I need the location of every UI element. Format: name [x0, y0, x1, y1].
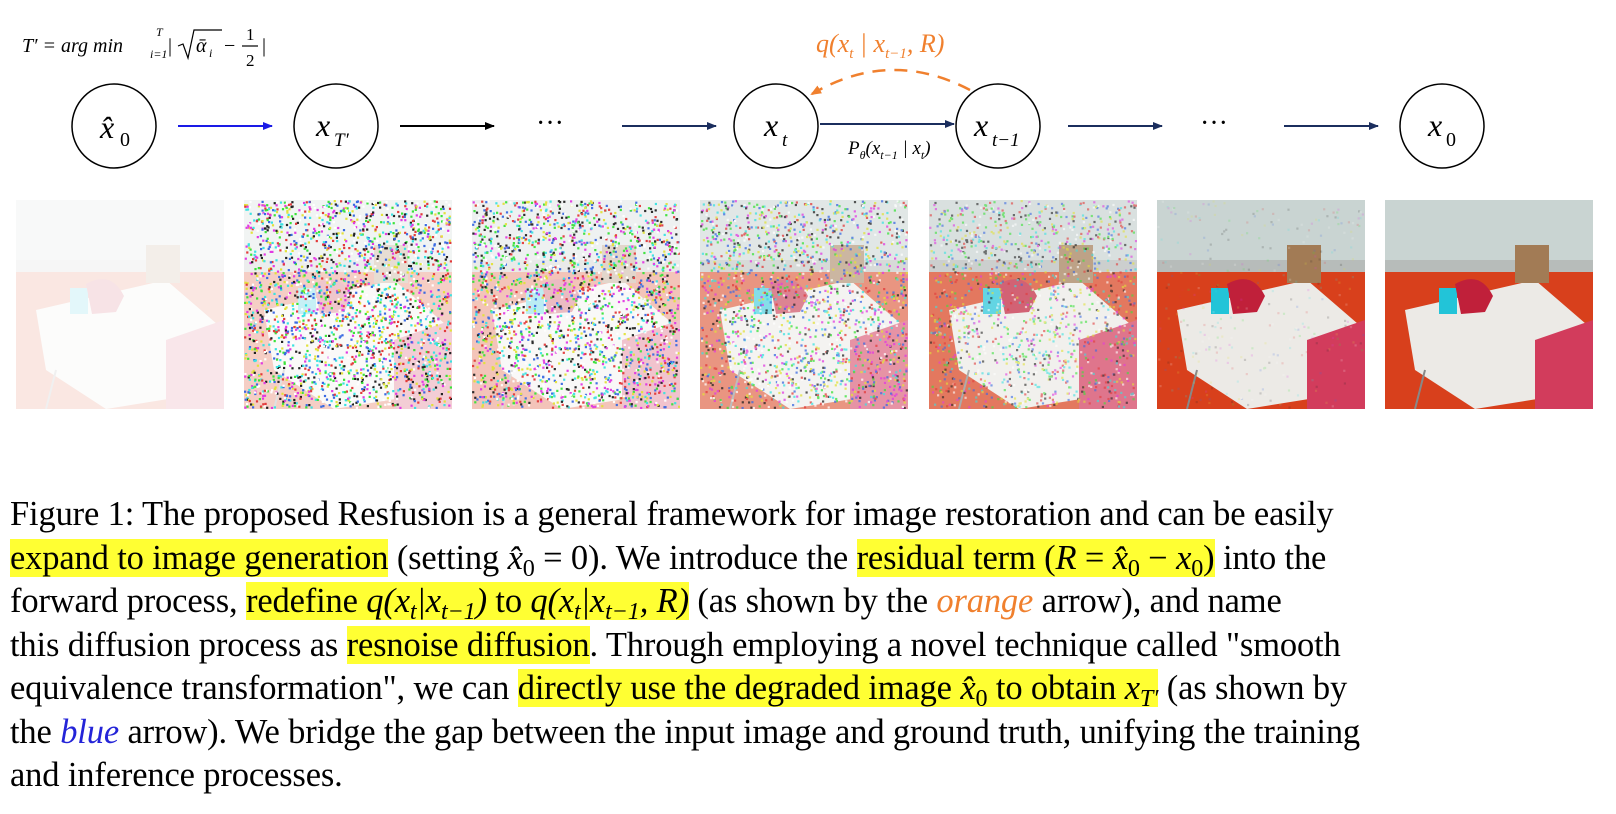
orange-forward-arrow [810, 68, 971, 96]
node-x-t-minus-1: x t−1 [955, 83, 1041, 169]
ellipsis-2: ··· [1200, 108, 1228, 139]
svg-text:t−1: t−1 [992, 130, 1020, 151]
node-x-t: x t [733, 83, 819, 169]
svg-text:0: 0 [120, 129, 130, 151]
caption-line-1: Figure 1: The proposed Resfusion is a ge… [10, 495, 1334, 533]
formula-minus: − [224, 35, 235, 57]
scene [1385, 200, 1593, 409]
scene [1157, 200, 1365, 409]
formula-sub: i=1 [150, 47, 167, 61]
svg-text:x: x [1427, 107, 1442, 143]
formula-sup: T [156, 25, 164, 39]
formula-sqrt-body: ᾱ [196, 35, 207, 57]
figure-diagram: T′ = arg min T i=1 | ᾱ i − 1 2 | q(xt | … [16, 25, 1593, 409]
image-panel-noise-3 [700, 200, 908, 409]
formula-bar-close: | [262, 35, 266, 57]
svg-text:T′: T′ [334, 130, 350, 151]
node-x-hat-0: x̂ 0 [71, 83, 157, 169]
svg-text:x: x [763, 107, 778, 143]
caption-line-7: and inference processes. [10, 756, 343, 794]
scene [16, 200, 224, 409]
caption-line-5: equivalence transformation", we can dire… [10, 669, 1348, 713]
formula-lhs: T′ = arg min [22, 35, 123, 57]
svg-text:x: x [973, 107, 988, 143]
diffusion-chain-diagram: T′ = arg min T i=1 | ᾱ i − 1 2 | q(xt | … [22, 25, 1485, 169]
svg-text:x̂: x̂ [99, 109, 114, 145]
formula-frac-num: 1 [246, 25, 255, 44]
formula-sqrt-sub: i [209, 46, 212, 60]
reverse-process-label: Pθ(xt−1 | xt) [847, 138, 931, 162]
svg-text:x: x [315, 107, 330, 143]
scene [472, 200, 680, 409]
figure-caption: Figure 1: The proposed Resfusion is a ge… [10, 493, 1610, 798]
caption-line-3: forward process, redefine q(xt|xt−1) to … [10, 582, 1282, 626]
caption-line-6: the blue arrow). We bridge the gap betwe… [10, 712, 1361, 751]
scene [700, 200, 908, 409]
caption-line-4: this diffusion process as resnoise diffu… [10, 625, 1341, 664]
node-x-t-prime: x T′ [293, 83, 379, 169]
svg-text:t: t [782, 130, 788, 151]
forward-process-label: q(xt | xt−1, R) [816, 29, 944, 62]
scene [929, 200, 1137, 409]
image-panel-restored [1157, 200, 1365, 409]
node-x-0: x 0 [1399, 83, 1485, 169]
formula-frac-den: 2 [246, 51, 255, 70]
t-prime-formula: T′ = arg min T i=1 | ᾱ i − 1 2 | [22, 25, 266, 70]
formula-bar-open: | [168, 35, 172, 57]
image-panel-input [16, 200, 224, 409]
svg-text:0: 0 [1446, 129, 1456, 151]
image-panel-ground-truth [1385, 200, 1593, 409]
image-panel-noise-2 [472, 200, 680, 409]
ellipsis-1: ··· [536, 108, 564, 139]
sqrt-sign [177, 29, 222, 61]
image-panel-noise-4 [929, 200, 1137, 409]
scene [244, 200, 452, 409]
image-panel-noise-1 [244, 200, 452, 409]
caption-line-2: expand to image generation (setting x̂0 … [10, 538, 1327, 582]
